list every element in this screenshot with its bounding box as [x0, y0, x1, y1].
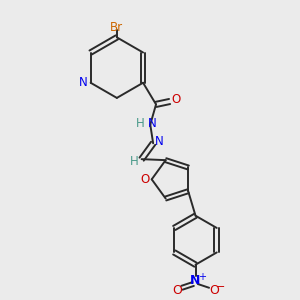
Text: N: N — [79, 76, 88, 89]
Text: N: N — [155, 135, 164, 148]
Text: +: + — [198, 272, 206, 281]
Text: O: O — [172, 284, 182, 297]
Text: N: N — [190, 274, 201, 287]
Text: O: O — [209, 284, 219, 297]
Text: O: O — [140, 173, 149, 186]
Text: −: − — [216, 282, 225, 292]
Text: N: N — [148, 117, 157, 130]
Text: Br: Br — [110, 21, 123, 34]
Text: O: O — [172, 93, 181, 106]
Text: H: H — [130, 155, 139, 168]
Text: H: H — [136, 117, 145, 130]
